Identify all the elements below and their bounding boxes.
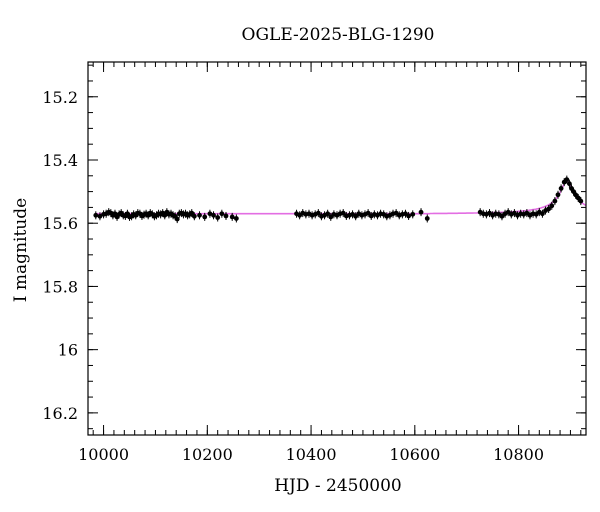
x-tick-labels: 10000 10200 10400 10600 10800 <box>78 445 544 464</box>
model-layer <box>95 180 587 215</box>
y-tick-label: 16.2 <box>42 404 78 423</box>
data-point <box>215 215 221 220</box>
data-point <box>575 195 581 201</box>
data-point <box>191 213 197 219</box>
data-point <box>418 209 424 215</box>
data-point <box>546 206 552 212</box>
data-point <box>564 177 570 182</box>
y-tick-label: 15.6 <box>42 214 78 233</box>
data-point <box>406 213 411 219</box>
minor-ticks <box>88 62 586 435</box>
x-tick-label: 10000 <box>78 445 129 464</box>
data-point <box>552 198 558 204</box>
y-tick-label: 15.2 <box>42 88 78 107</box>
chart-title: OGLE-2025-BLG-1290 <box>242 25 435 45</box>
data-point <box>233 216 239 221</box>
data-point <box>174 216 180 222</box>
y-tick-labels: 15.2 15.4 15.6 15.8 16 16.2 <box>42 88 78 423</box>
x-tick-label: 10600 <box>389 445 440 464</box>
data-point <box>549 203 555 209</box>
plot-frame <box>87 61 587 436</box>
data-point <box>229 214 235 220</box>
data-point <box>189 210 195 216</box>
data-point <box>93 212 99 218</box>
data-point <box>567 181 572 187</box>
data-point <box>223 213 229 219</box>
data-point <box>211 212 216 218</box>
data-point <box>558 186 564 191</box>
data-point <box>424 216 430 221</box>
x-tick-label: 10200 <box>182 445 233 464</box>
data-point <box>555 192 561 198</box>
data-point <box>325 211 331 217</box>
y-tick-label: 15.8 <box>42 277 78 296</box>
model-curve <box>95 180 587 215</box>
x-tick-label: 10400 <box>286 445 337 464</box>
data-point <box>340 210 346 216</box>
y-axis-label: I magnitude <box>11 198 31 302</box>
data-layer <box>93 175 584 224</box>
data-point <box>365 210 371 216</box>
data-point <box>219 211 225 217</box>
data-point <box>315 210 321 216</box>
data-point <box>540 211 545 217</box>
plot-area <box>87 61 587 436</box>
x-tick-label: 10800 <box>493 445 544 464</box>
data-point <box>97 213 103 219</box>
data-point <box>410 211 416 217</box>
data-point <box>197 212 202 218</box>
data-point <box>578 198 584 204</box>
y-tick-label: 16 <box>58 341 78 360</box>
data-point <box>207 211 213 217</box>
data-point <box>202 214 208 220</box>
major-ticks <box>88 62 586 435</box>
data-point <box>573 192 579 198</box>
y-tick-label: 15.4 <box>42 151 78 170</box>
x-axis-label: HJD - 2450000 <box>274 476 402 496</box>
